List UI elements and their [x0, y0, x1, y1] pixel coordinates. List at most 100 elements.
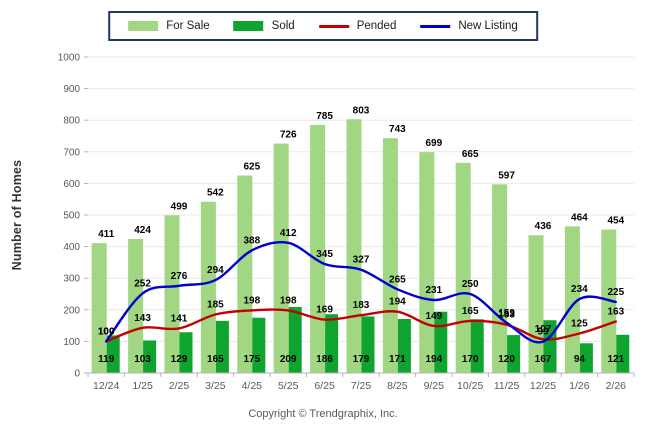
value-label-sold: 175: [243, 354, 260, 365]
value-label-sold: 170: [462, 354, 479, 365]
bar-sold: [288, 306, 302, 373]
bar-for-sale: [128, 239, 144, 373]
pended-swatch-icon: [318, 24, 349, 28]
value-label-pended: 125: [571, 319, 588, 330]
y-tick-label: 500: [63, 211, 80, 222]
value-label-new-listing: 294: [207, 265, 224, 276]
line-new-listing: [105, 240, 617, 344]
bar-for-sale: [382, 138, 398, 373]
legend-item-for-sale: For Sale: [128, 20, 210, 32]
bar-sold: [361, 316, 375, 373]
y-tick-label: 400: [63, 242, 80, 253]
value-label-sold: 103: [134, 354, 151, 365]
value-label-new-listing: 412: [280, 228, 297, 239]
value-label-sold: 186: [316, 354, 333, 365]
value-label-sold: 129: [171, 354, 188, 365]
x-tick-label: 7/25: [351, 380, 372, 392]
bar-for-sale: [91, 243, 107, 373]
value-label-sold: 120: [498, 354, 515, 365]
x-tick-label: 6/25: [314, 380, 335, 392]
value-label-new-listing: 252: [134, 278, 151, 289]
bar-sold: [616, 334, 630, 373]
x-tick-label: 11/25: [494, 380, 520, 392]
bar-for-sale: [200, 201, 216, 373]
value-label-sold: 194: [425, 354, 442, 365]
value-label-for-sale: 597: [498, 170, 515, 181]
value-label-pended: 141: [171, 313, 188, 324]
value-label-for-sale: 743: [389, 124, 406, 135]
value-label-pended: 100: [98, 326, 115, 337]
bar-for-sale: [419, 152, 435, 373]
value-label-for-sale: 436: [535, 221, 552, 232]
y-tick-label: 1000: [58, 53, 81, 64]
value-label-sold: 171: [389, 354, 406, 365]
value-label-new-listing: 225: [607, 287, 624, 298]
value-label-sold: 179: [353, 354, 370, 365]
for-sale-swatch-icon: [128, 21, 159, 31]
legend-item-new-listing: New Listing: [420, 20, 518, 32]
y-tick-label: 600: [63, 179, 80, 190]
bar-sold: [397, 318, 411, 373]
value-label-pended: 194: [389, 297, 406, 308]
value-label-new-listing: 100: [98, 326, 115, 337]
bar-for-sale: [164, 215, 180, 373]
value-label-pended: 198: [280, 295, 297, 306]
value-label-for-sale: 726: [280, 130, 297, 141]
value-label-new-listing: 265: [389, 274, 406, 285]
bar-sold: [252, 317, 266, 373]
x-tick-label: 8/25: [387, 380, 408, 392]
bar-for-sale: [346, 119, 362, 373]
x-tick-label: 1/26: [569, 380, 590, 392]
legend-label-new-listing: New Listing: [458, 20, 518, 32]
y-tick-label: 0: [74, 369, 80, 380]
value-label-pended: 149: [425, 311, 442, 322]
x-tick-label: 9/25: [424, 380, 445, 392]
value-label-new-listing: 345: [316, 249, 333, 260]
value-label-new-listing: 388: [243, 235, 260, 246]
bar-for-sale: [310, 124, 326, 373]
value-label-new-listing: 231: [425, 285, 442, 296]
value-label-sold: 209: [280, 354, 297, 365]
bar-sold: [106, 335, 120, 373]
value-label-pended: 183: [353, 300, 370, 311]
x-tick-label: 5/25: [278, 380, 299, 392]
value-label-new-listing: 159: [498, 308, 515, 319]
line-pended: [105, 308, 617, 343]
y-tick-label: 900: [63, 84, 80, 95]
x-tick-label: 3/25: [205, 380, 226, 392]
x-tick-label: 1/25: [132, 380, 153, 392]
value-label-for-sale: 542: [207, 188, 224, 199]
value-label-for-sale: 699: [425, 138, 442, 149]
x-tick-label: 12/25: [530, 380, 556, 392]
value-label-for-sale: 785: [316, 111, 333, 122]
value-label-for-sale: 625: [243, 162, 260, 173]
value-label-sold: 119: [98, 354, 115, 365]
x-tick-label: 4/25: [242, 380, 263, 392]
value-label-new-listing: 234: [571, 284, 588, 295]
value-label-for-sale: 665: [462, 149, 479, 160]
value-label-for-sale: 454: [607, 216, 624, 227]
value-label-new-listing: 250: [462, 279, 479, 290]
value-label-sold: 167: [535, 354, 552, 365]
legend-item-sold: Sold: [233, 20, 295, 32]
sold-swatch-icon: [233, 21, 264, 31]
value-label-pended: 165: [462, 306, 479, 317]
value-label-sold: 121: [607, 354, 624, 365]
value-label-pended: 163: [607, 306, 624, 317]
value-label-for-sale: 464: [571, 212, 588, 223]
value-label-sold: 94: [574, 354, 586, 365]
bar-sold: [215, 320, 229, 373]
value-label-pended: 198: [243, 295, 260, 306]
value-label-pended: 153: [498, 310, 515, 321]
bar-for-sale: [528, 235, 544, 373]
copyright-text: Copyright © Trendgraphix, Inc.: [248, 408, 398, 420]
bar-for-sale: [492, 184, 508, 373]
value-label-new-listing: 276: [171, 271, 188, 282]
x-tick-label: 2/26: [606, 380, 627, 392]
bar-sold: [143, 340, 157, 373]
chart-legend: For Sale Sold Pended New Listing: [108, 11, 538, 41]
x-tick-label: 12/24: [93, 380, 119, 392]
bar-sold: [507, 335, 521, 373]
bar-for-sale: [455, 162, 471, 373]
